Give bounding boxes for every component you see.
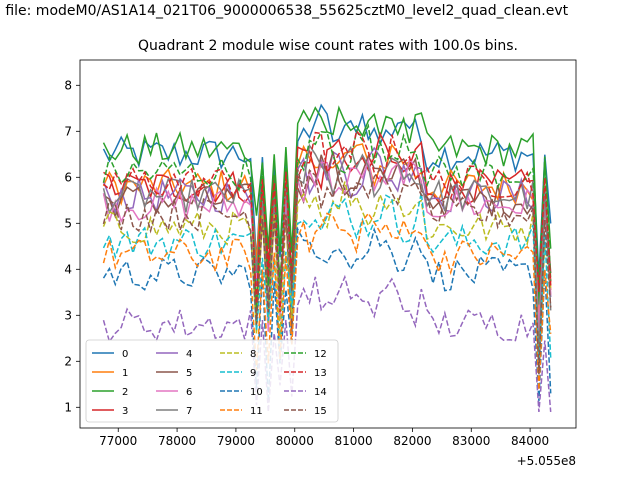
y-tick-label: 3 — [64, 308, 72, 322]
legend-label-15: 15 — [314, 406, 327, 417]
x-tick-label: 84000 — [511, 434, 549, 448]
series-line-9 — [102, 192, 552, 374]
legend-box — [85, 339, 339, 423]
series-line-10 — [102, 226, 552, 402]
x-tick-label: 80000 — [276, 434, 314, 448]
series-line-2 — [102, 105, 552, 305]
legend-label-2: 2 — [122, 387, 128, 398]
y-tick-label: 5 — [64, 216, 72, 230]
legend-label-13: 13 — [314, 368, 327, 379]
plot-frame — [79, 59, 577, 429]
x-tick-label: 77000 — [99, 434, 137, 448]
x-tick-label: 79000 — [217, 434, 255, 448]
legend-label-7: 7 — [186, 406, 192, 417]
y-tick-label: 7 — [64, 124, 72, 138]
y-tick-label: 8 — [64, 78, 72, 92]
series-line-7 — [102, 143, 552, 361]
legend-label-8: 8 — [250, 349, 256, 360]
legend-label-9: 9 — [250, 368, 256, 379]
y-tick-label: 6 — [64, 170, 72, 184]
legend-label-12: 12 — [314, 349, 327, 360]
x-tick-label: 83000 — [452, 434, 490, 448]
series-line-12 — [102, 123, 552, 310]
legend-label-1: 1 — [122, 368, 128, 379]
x-offset-label: +5.055e8 — [517, 454, 576, 468]
series-line-15 — [102, 168, 552, 375]
x-tick-label: 78000 — [158, 434, 196, 448]
legend-label-10: 10 — [250, 387, 263, 398]
series-line-6 — [102, 157, 552, 332]
y-tick-label: 4 — [64, 262, 72, 276]
y-tick-label: 1 — [64, 400, 72, 414]
series-line-0 — [102, 103, 552, 282]
legend-label-6: 6 — [186, 387, 192, 398]
series-line-11 — [102, 212, 552, 391]
legend-label-4: 4 — [186, 349, 192, 360]
x-tick-label: 82000 — [393, 434, 431, 448]
suptitle: n file: modeM0/AS1A14_021T06_9000006538_… — [0, 3, 569, 19]
legend-label-3: 3 — [122, 406, 128, 417]
legend-label-14: 14 — [314, 387, 327, 398]
series-line-14 — [102, 274, 552, 412]
legend-label-5: 5 — [186, 368, 192, 379]
x-tick-label: 81000 — [335, 434, 373, 448]
series-line-13 — [103, 129, 552, 313]
legend-label-11: 11 — [250, 406, 263, 417]
series-line-8 — [102, 181, 552, 371]
legend-label-0: 0 — [122, 349, 128, 360]
chart-title: Quadrant 2 module wise count rates with … — [138, 38, 518, 54]
y-tick-label: 2 — [64, 354, 72, 368]
